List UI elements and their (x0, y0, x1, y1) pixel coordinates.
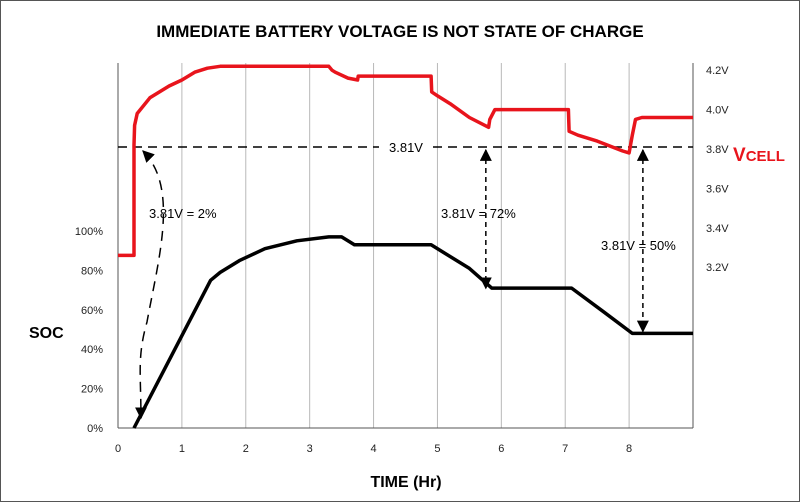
voltage-tick-label: 3.4V (706, 223, 729, 235)
annotation-label: 3.81V = 2% (149, 206, 217, 221)
annotation-arrow-2pct (134, 150, 165, 420)
reference-line-label: 3.81V (389, 140, 423, 155)
x-tick-label: 5 (434, 443, 440, 455)
soc-tick-label: 80% (81, 265, 103, 277)
series-line-vcell (118, 64, 693, 258)
series-group (118, 64, 693, 429)
x-tick-label: 3 (307, 443, 313, 455)
annotation-label: 3.81V = 72% (441, 206, 516, 221)
soc-tick-label: 20% (81, 384, 103, 396)
axes (117, 63, 694, 429)
tick-labels: 0 1 2 3 4 5 6 7 80%20%40%60%80%100%3.2V3.4V3.6V3… (75, 65, 729, 455)
series-line-soc (132, 235, 693, 429)
soc-tick-label: 100% (75, 226, 103, 238)
voltage-tick-label: 4.0V (706, 105, 729, 117)
grid (181, 63, 630, 428)
vcell-label: VCELL (733, 145, 785, 166)
voltage-tick-label: 3.8V (706, 144, 729, 156)
vcell-label-main: V (733, 145, 746, 166)
voltage-tick-label: 3.6V (706, 183, 729, 195)
soc-tick-label: 0% (87, 423, 103, 435)
x-tick-label: 0 (115, 443, 121, 455)
chart-title: IMMEDIATE BATTERY VOLTAGE IS NOT STATE O… (156, 22, 643, 41)
voltage-tick-label: 4.2V (706, 65, 729, 77)
x-axis-title: TIME (Hr) (370, 474, 441, 491)
x-tick-label: 6 (498, 443, 504, 455)
x-tick-label: 1 (179, 443, 185, 455)
annotation-label: 3.81V = 50% (601, 238, 676, 253)
annotations: 3.81V = 2% 3.81V = 72% 3.81V = 50% (134, 148, 676, 420)
x-tick-label: 4 (370, 443, 376, 455)
soc-tick-label: 60% (81, 305, 103, 317)
y-axis-title-soc: SOC (29, 325, 64, 342)
voltage-tick-label: 3.2V (706, 262, 729, 274)
x-tick-label: 8 (626, 443, 632, 455)
vcell-label-sub: CELL (746, 148, 785, 165)
x-tick-label: 7 (562, 443, 568, 455)
soc-tick-label: 40% (81, 344, 103, 356)
reference-line: 3.81V (118, 140, 693, 155)
x-tick-label: 2 (243, 443, 249, 455)
